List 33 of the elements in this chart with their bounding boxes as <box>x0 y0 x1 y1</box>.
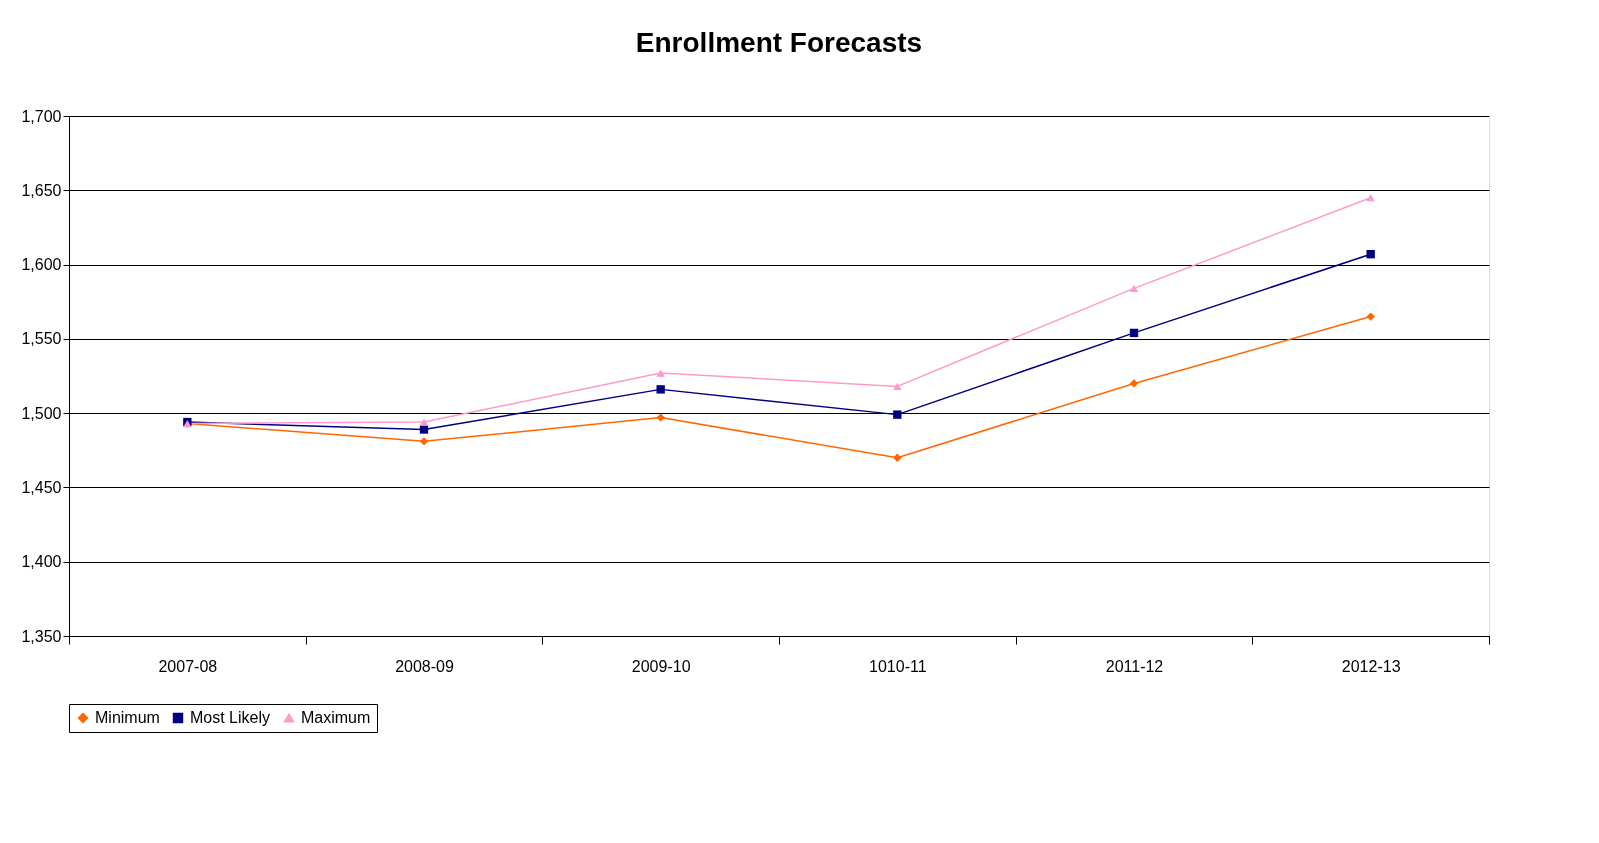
y-tick-label: 1,650 <box>21 181 62 199</box>
y-tick-label: 1,700 <box>21 107 62 125</box>
legend-label: Maximum <box>301 709 371 726</box>
x-tick-label: 2008-09 <box>395 657 454 675</box>
x-tick-label: 2007-08 <box>158 657 218 675</box>
y-tick-label: 1,600 <box>21 256 62 274</box>
point <box>1366 194 1375 202</box>
y-tick-label: 1,350 <box>21 627 62 645</box>
point <box>893 453 902 462</box>
x-tick-label: 2012-13 <box>1341 657 1401 675</box>
legend-label: Minimum <box>95 709 160 726</box>
point <box>893 382 902 391</box>
point <box>1129 284 1139 292</box>
point <box>656 413 665 422</box>
point <box>419 425 429 434</box>
y-tick-label: 1,550 <box>21 330 62 348</box>
point <box>419 437 429 446</box>
point <box>1129 328 1139 338</box>
point <box>893 410 902 419</box>
chart-title: Enrollment Forecasts <box>635 27 923 58</box>
point <box>1366 312 1375 321</box>
x-tick-label: 2009-10 <box>631 657 691 675</box>
y-tick-label: 1,450 <box>21 478 62 496</box>
x-tick-label: 1010-11 <box>869 657 927 675</box>
point <box>656 369 665 377</box>
y-tick-label: 1,500 <box>21 404 62 422</box>
y-tick-label: 1,400 <box>21 553 62 571</box>
point <box>419 418 429 426</box>
point <box>1366 249 1375 259</box>
point <box>656 385 665 394</box>
point <box>1129 379 1139 388</box>
x-tick-label: 2011-12 <box>1105 657 1164 675</box>
legend-label: Most Likely <box>190 709 271 726</box>
